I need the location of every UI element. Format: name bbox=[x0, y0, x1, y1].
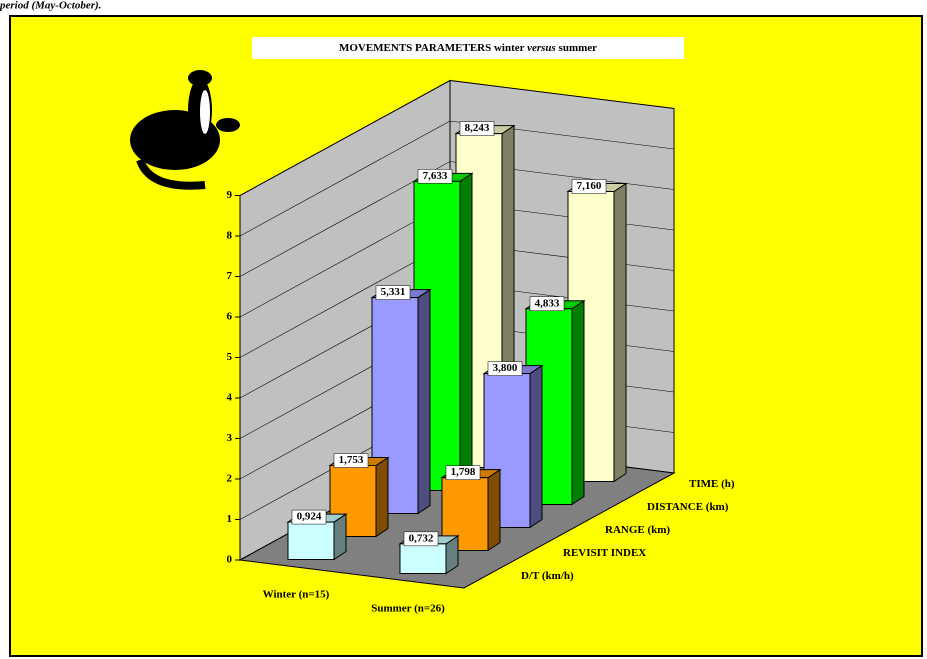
value-label: 3,800 bbox=[493, 362, 518, 374]
legend-label: REVISIT INDEX bbox=[563, 547, 646, 559]
legend-label: TIME (h) bbox=[689, 478, 735, 490]
chart: period (May-October). MOVEMENTS PARAMETE… bbox=[0, 0, 927, 659]
bar-side bbox=[488, 470, 500, 551]
y-tick-label: 8 bbox=[227, 230, 233, 242]
y-tick-label: 5 bbox=[227, 351, 233, 363]
value-label: 1,753 bbox=[339, 454, 364, 466]
bar-side bbox=[376, 458, 388, 537]
y-tick-label: 0 bbox=[227, 554, 233, 566]
caption: period (May-October). bbox=[0, 0, 101, 12]
value-label: 1,798 bbox=[451, 466, 476, 478]
y-tick-label: 2 bbox=[227, 473, 233, 485]
legend-label: DISTANCE (km) bbox=[647, 501, 729, 513]
value-label: 0,732 bbox=[409, 532, 434, 544]
value-label: 7,633 bbox=[423, 170, 448, 182]
y-tick-label: 3 bbox=[227, 432, 233, 444]
value-label: 7,160 bbox=[577, 180, 602, 192]
bar-side bbox=[614, 184, 626, 482]
chart-title: MOVEMENTS PARAMETERS winter versus summe… bbox=[339, 42, 597, 54]
bar bbox=[400, 544, 446, 574]
x-tick-label: Winter (n=15) bbox=[263, 589, 330, 601]
y-tick-label: 1 bbox=[227, 513, 233, 525]
y-tick-label: 9 bbox=[227, 189, 233, 201]
value-label: 4,833 bbox=[535, 297, 560, 309]
bar-side bbox=[572, 301, 584, 505]
value-label: 5,331 bbox=[381, 286, 406, 298]
bar-side bbox=[460, 173, 472, 490]
legend-label: RANGE (km) bbox=[605, 524, 670, 536]
y-tick-label: 6 bbox=[227, 311, 233, 323]
value-label: 0,924 bbox=[297, 511, 322, 523]
title-part: versus bbox=[527, 42, 556, 54]
value-label: 8,243 bbox=[465, 122, 490, 134]
legend-label: D/T (km/h) bbox=[521, 570, 574, 582]
x-tick-label: Summer (n=26) bbox=[371, 603, 445, 615]
y-tick-label: 4 bbox=[227, 392, 233, 404]
bar-side bbox=[418, 290, 430, 514]
title-part: MOVEMENTS PARAMETERS winter bbox=[339, 42, 527, 54]
title-part: summer bbox=[556, 42, 597, 54]
bar-side bbox=[530, 366, 542, 528]
y-tick-label: 7 bbox=[227, 270, 233, 282]
bar bbox=[288, 522, 334, 559]
